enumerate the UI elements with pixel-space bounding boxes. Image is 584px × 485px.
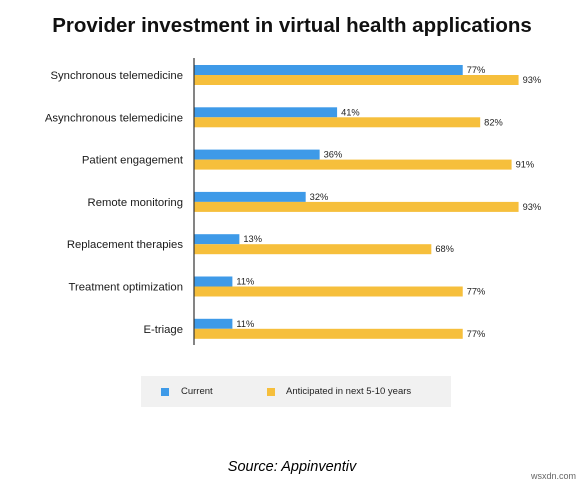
legend-swatch-current [161, 388, 169, 396]
watermark: wsxdn.com [530, 471, 576, 481]
bar-current [194, 149, 320, 160]
data-label: 93% [523, 202, 542, 212]
bar-anticipated [194, 159, 512, 170]
data-label: 36% [324, 150, 343, 160]
data-label: 13% [243, 234, 262, 244]
data-label: 77% [467, 329, 486, 339]
bar-current [194, 318, 233, 329]
category-label: Asynchronous telemedicine [45, 112, 183, 124]
data-label: 77% [467, 65, 486, 75]
data-label: 91% [516, 160, 535, 170]
category-label: E-triage [143, 324, 183, 336]
legend: Current Anticipated in next 5-10 years [141, 376, 451, 407]
data-label: 11% [236, 319, 254, 329]
data-label: 77% [467, 287, 486, 297]
data-label: 68% [435, 244, 454, 254]
bar-anticipated [194, 328, 463, 339]
bar-current [194, 191, 306, 202]
category-label: Synchronous telemedicine [50, 70, 183, 82]
bar-anticipated [194, 286, 463, 297]
data-label: 93% [523, 75, 542, 85]
category-label: Replacement therapies [67, 239, 184, 251]
legend-label-current: Current [181, 386, 213, 397]
legend-swatch-anticipated [267, 388, 275, 396]
data-label: 82% [484, 117, 503, 127]
bar-anticipated [194, 75, 519, 85]
legend-label-anticipated: Anticipated in next 5-10 years [286, 386, 412, 397]
bar-anticipated [194, 201, 519, 212]
category-label: Treatment optimization [69, 282, 183, 294]
data-label: 32% [310, 192, 329, 202]
category-label: Patient engagement [82, 155, 184, 167]
data-label: 41% [341, 107, 360, 117]
bar-anticipated [194, 244, 432, 255]
chart-title: Provider investment in virtual health ap… [52, 14, 532, 37]
source-caption: Source: Appinventiv [227, 459, 357, 475]
data-label: 11% [236, 277, 254, 287]
bar-current [194, 276, 233, 287]
bar-current [194, 234, 240, 245]
bar-current [194, 65, 463, 75]
bar-current [194, 107, 338, 118]
category-label: Remote monitoring [88, 197, 183, 209]
bar-anticipated [194, 117, 481, 128]
